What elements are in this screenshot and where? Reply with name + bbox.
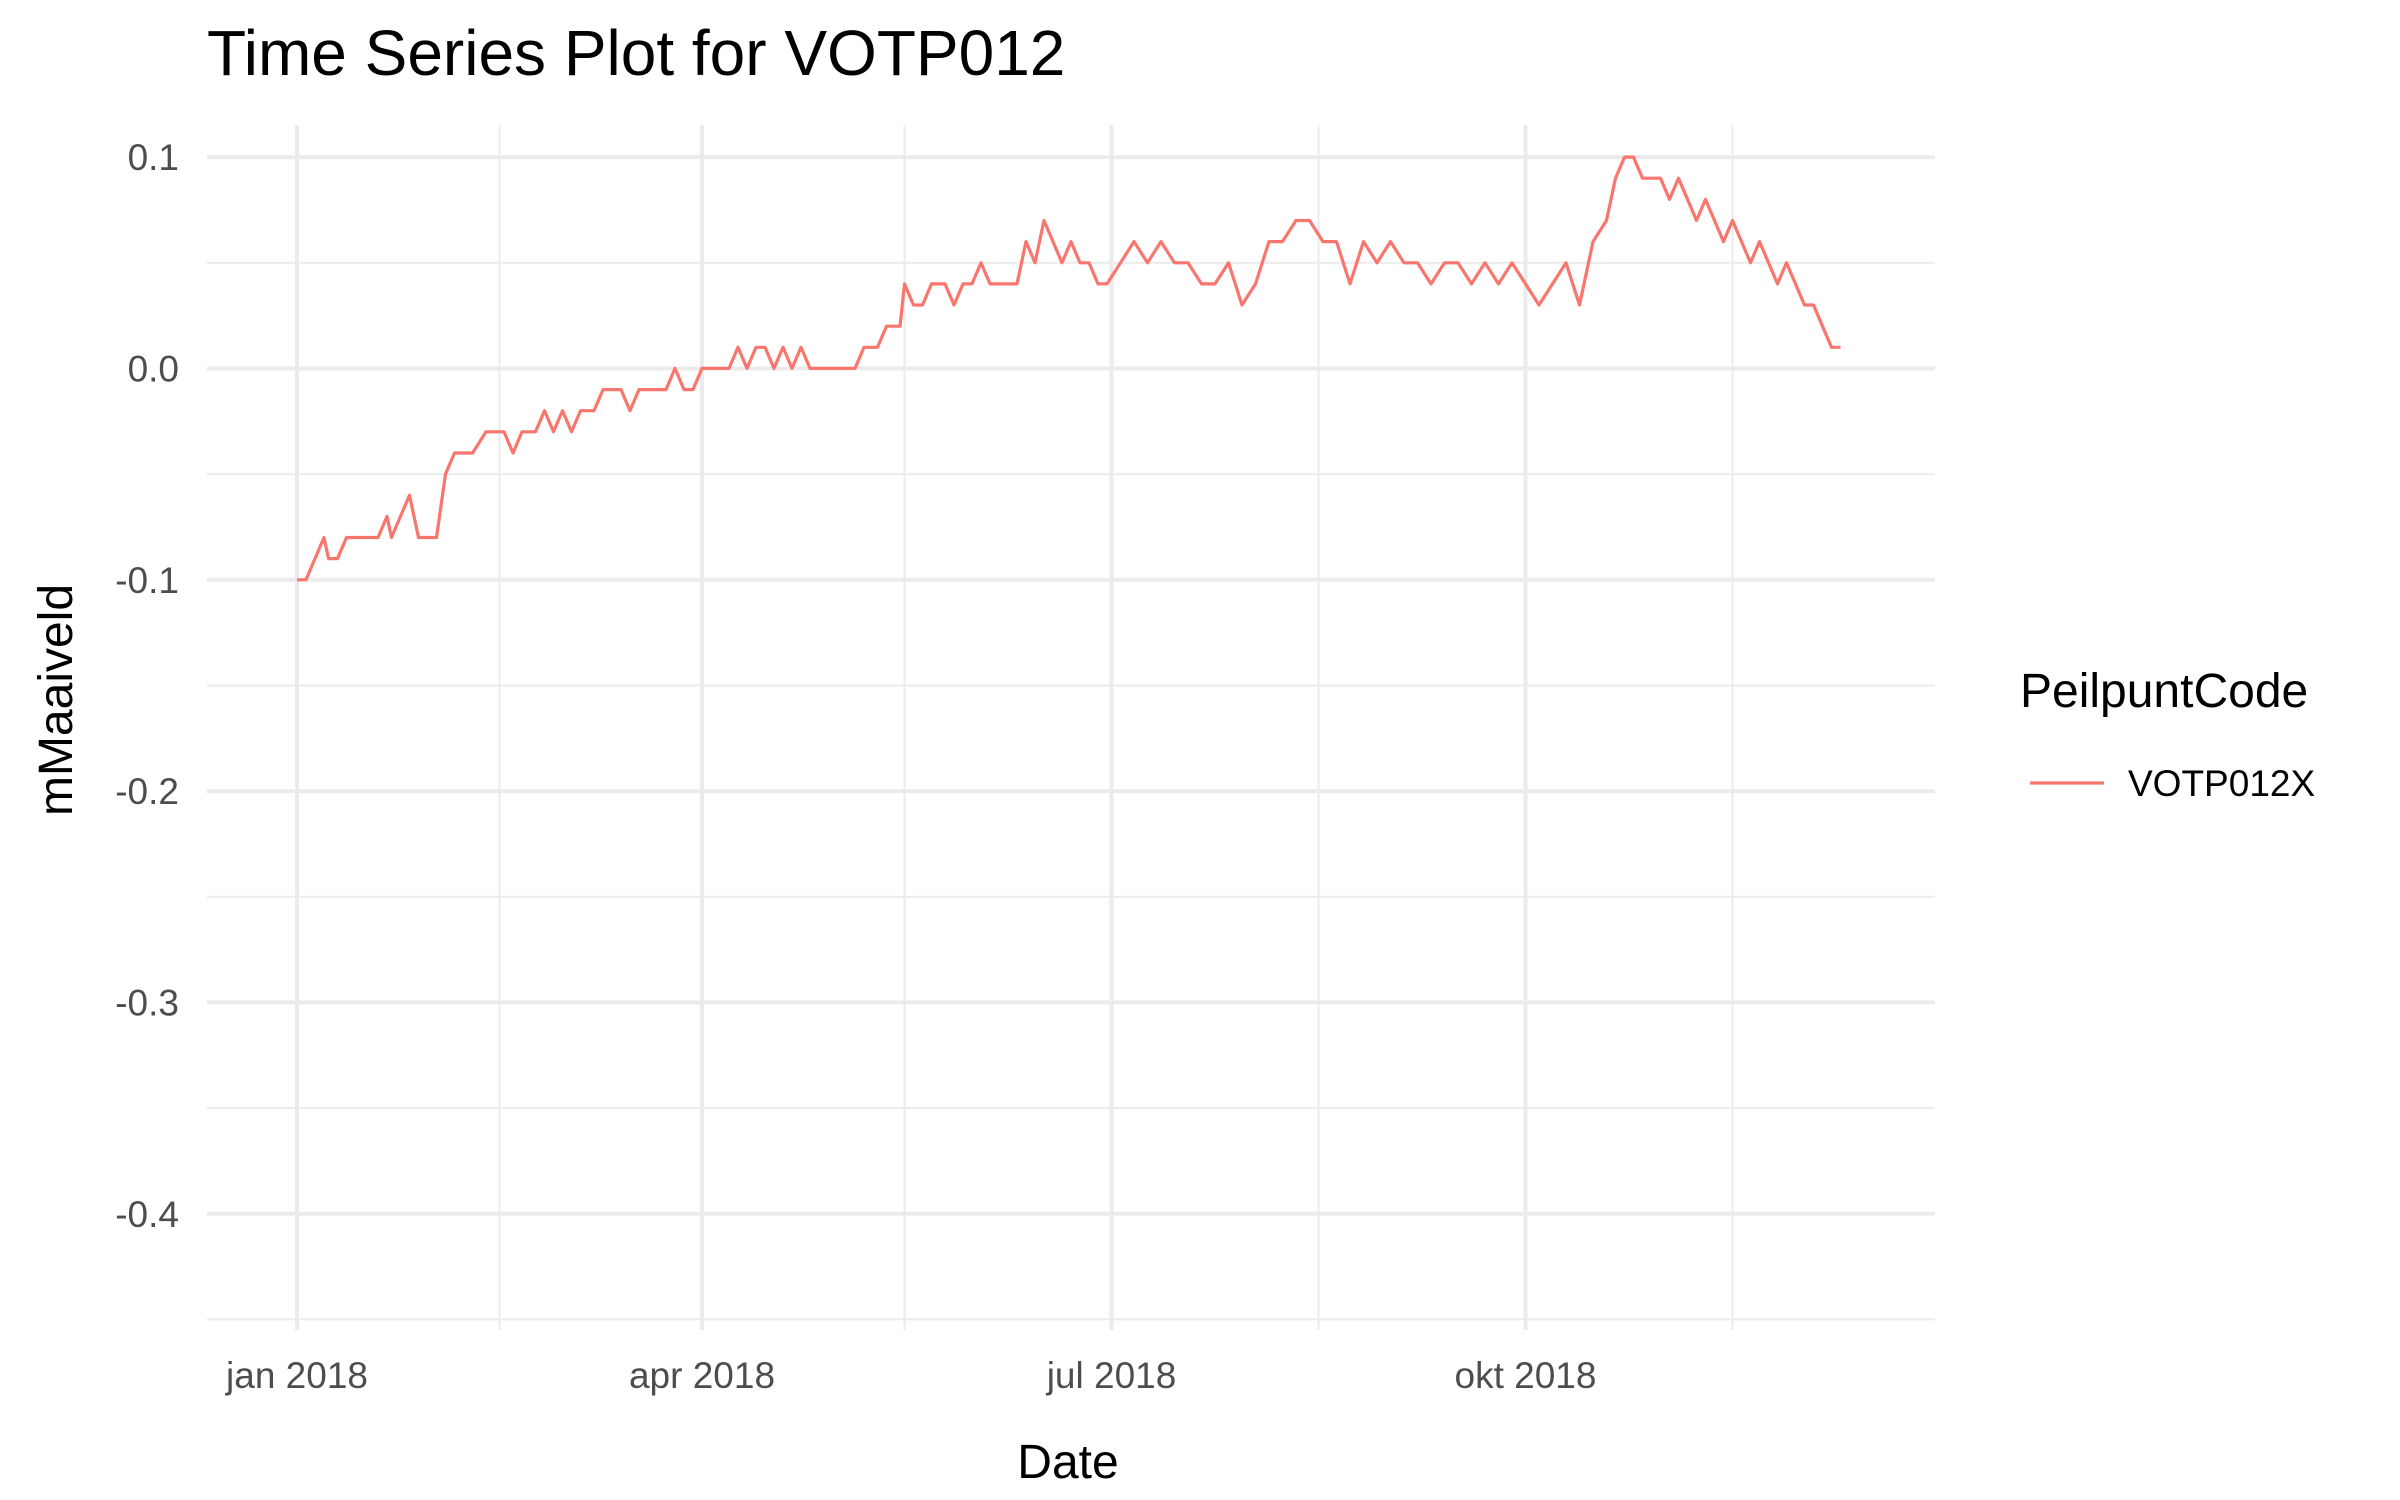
major-gridlines (207, 125, 1935, 1330)
legend-title: PeilpuntCode (2020, 665, 2308, 718)
legend-items: VOTP012X (2030, 763, 2315, 804)
x-tick-labels: jan 2018 apr 2018 jul 2018 okt 2018 (225, 1355, 1596, 1396)
series-line-votp012x (297, 155, 1841, 582)
y-tick-labels: 0.1 0.0 -0.1 -0.2 -0.3 -0.4 (115, 137, 179, 1235)
y-tick-label: -0.2 (115, 771, 179, 812)
y-tick-label: 0.0 (128, 348, 179, 389)
series-layer (297, 155, 1841, 582)
legend-label: VOTP012X (2128, 763, 2315, 804)
x-tick-label: jul 2018 (1046, 1355, 1177, 1396)
y-tick-label: -0.3 (115, 982, 179, 1023)
legend: PeilpuntCode VOTP012X (2020, 665, 2315, 804)
x-tick-label: apr 2018 (629, 1355, 775, 1396)
x-axis-title: Date (1017, 1436, 1118, 1489)
minor-gridlines (207, 125, 1935, 1330)
chart-title: Time Series Plot for VOTP012 (207, 17, 1065, 89)
y-tick-label: -0.1 (115, 560, 179, 601)
x-tick-label: jan 2018 (225, 1355, 368, 1396)
y-axis-title: mMaaiveld (30, 584, 83, 816)
y-tick-label: 0.1 (128, 137, 179, 178)
y-tick-label: -0.4 (115, 1194, 179, 1235)
x-tick-label: okt 2018 (1455, 1355, 1597, 1396)
